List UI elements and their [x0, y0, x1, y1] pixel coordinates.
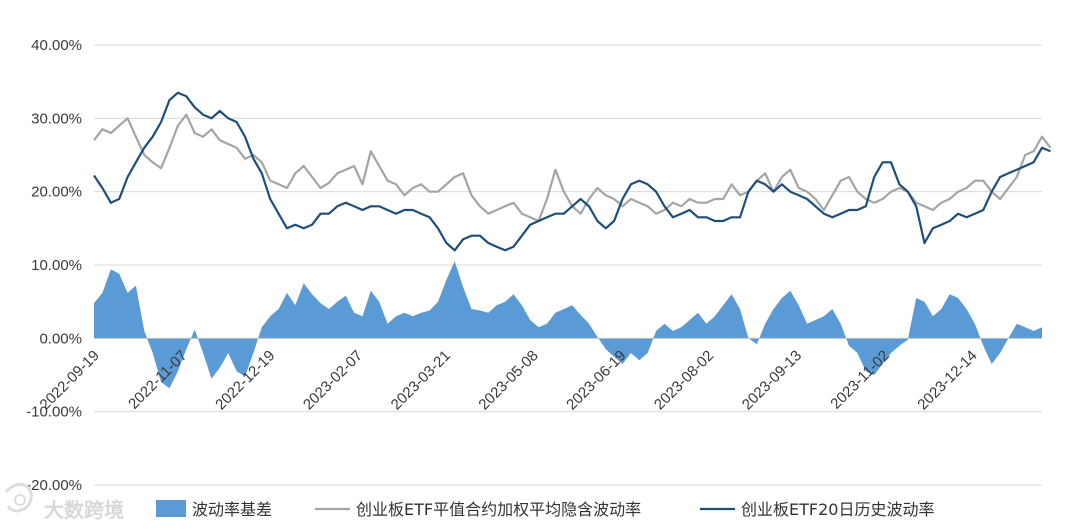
historical-vol-line: [93, 91, 1051, 252]
x-tick-label: 2023-12-14: [914, 347, 980, 413]
legend-label-historical: 创业板ETF20日历史波动率: [741, 500, 934, 519]
x-tick-label: 2023-03-21: [388, 347, 454, 413]
lines-layer: [93, 91, 1052, 252]
y-tick-label: -20.00%: [26, 477, 82, 494]
y-tick-label: 20.00%: [31, 184, 82, 201]
basis-area: [94, 261, 1042, 389]
y-tick-label: -10.00%: [26, 404, 82, 421]
gridlines: [94, 44, 1042, 486]
legend-label-basis: 波动率基差: [192, 500, 272, 519]
y-axis: 40.00% 30.00% 20.00% 10.00% 0.00% -10.00% -20.…: [26, 37, 82, 494]
y-tick-label: 40.00%: [31, 37, 82, 54]
y-tick-label: 30.00%: [31, 110, 82, 127]
x-axis: 2022-09-19 2022-11-07 2022-12-19 2023-02-07…: [37, 347, 981, 413]
logo-icon: [4, 482, 33, 513]
legend-label-implied: 创业板ETF平值合约加权平均隐含波动率: [356, 500, 641, 519]
watermark: 大数跨境: [4, 482, 124, 522]
y-tick-label: 10.00%: [31, 257, 82, 274]
x-tick-label: 2023-05-08: [475, 347, 541, 413]
x-tick-label: 2023-06-19: [563, 347, 629, 413]
watermark-text: 大数跨境: [44, 498, 124, 522]
basis-area-layer: [94, 261, 1042, 389]
x-tick-label: 2023-02-07: [300, 347, 366, 413]
x-tick-label: 2023-08-02: [651, 347, 717, 413]
legend: 波动率基差 创业板ETF平值合约加权平均隐含波动率 创业板ETF20日历史波动率: [156, 500, 934, 519]
y-tick-label: 0.00%: [39, 330, 82, 347]
x-tick-label: 2023-09-13: [739, 347, 805, 413]
legend-swatch-basis: [156, 500, 186, 517]
